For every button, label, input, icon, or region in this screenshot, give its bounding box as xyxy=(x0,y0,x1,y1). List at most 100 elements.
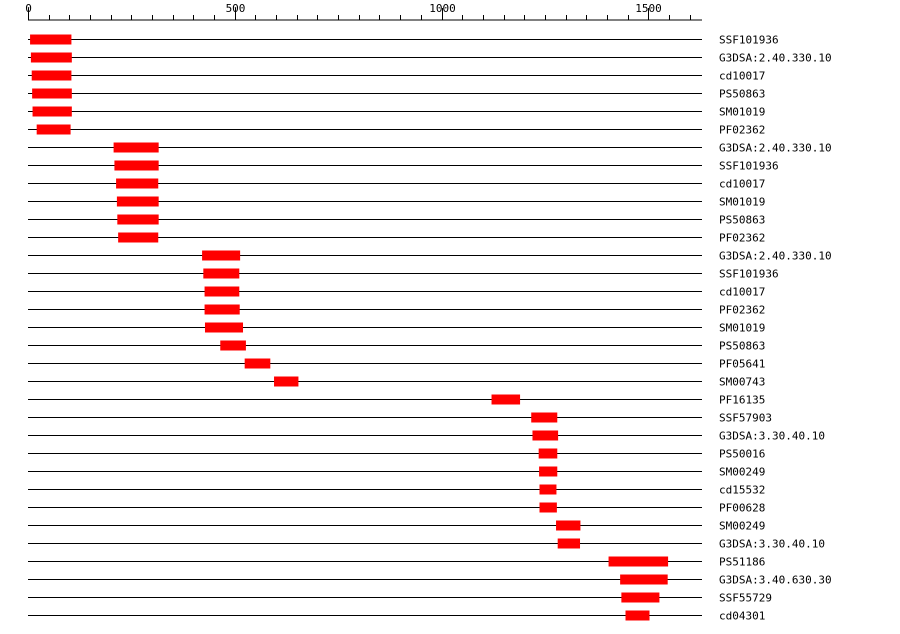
row-label: PF02362 xyxy=(719,232,765,245)
domain-bar xyxy=(608,556,669,567)
domain-bar xyxy=(538,448,558,459)
row-label: G3DSA:3.30.40.10 xyxy=(719,538,825,551)
domain-row: G3DSA:3.40.630.30 xyxy=(28,574,832,587)
domain-row: PF02362 xyxy=(28,304,765,317)
domain-bar xyxy=(36,124,71,135)
row-label: cd10017 xyxy=(719,286,765,299)
domain-bar xyxy=(539,502,557,513)
domain-bar xyxy=(539,466,558,477)
row-label: PF02362 xyxy=(719,304,765,317)
domain-row: G3DSA:3.30.40.10 xyxy=(28,538,825,551)
domain-bar xyxy=(202,250,241,261)
domain-bar xyxy=(531,412,558,423)
row-label: G3DSA:2.40.330.10 xyxy=(719,142,832,155)
domain-bar xyxy=(220,340,246,351)
domain-bar xyxy=(31,70,72,81)
row-label: cd15532 xyxy=(719,484,765,497)
domain-row: SM01019 xyxy=(28,322,765,335)
domain-bar xyxy=(116,196,159,207)
row-label: cd10017 xyxy=(719,70,765,83)
domain-row: PS51186 xyxy=(28,556,765,569)
domain-bar xyxy=(532,430,559,441)
domain-row: SM01019 xyxy=(28,106,765,119)
row-label: PF00628 xyxy=(719,502,765,515)
domain-row: PS50863 xyxy=(28,88,765,101)
domain-bar xyxy=(621,592,660,603)
axis-tick-label: 1500 xyxy=(635,2,662,15)
domain-row: SSF55729 xyxy=(28,592,772,605)
domain-row: G3DSA:3.30.40.10 xyxy=(28,430,825,443)
domain-row: SSF101936 xyxy=(28,34,779,47)
domain-bar xyxy=(204,286,240,297)
domain-row: SSF57903 xyxy=(28,412,772,425)
row-label: G3DSA:3.40.630.30 xyxy=(719,574,832,587)
domain-bar xyxy=(557,538,581,549)
domain-row: PF00628 xyxy=(28,502,765,515)
domain-row: SM00743 xyxy=(28,376,765,389)
domain-row: PF16135 xyxy=(28,394,765,407)
row-label: SSF57903 xyxy=(719,412,772,425)
domain-bar xyxy=(244,358,271,369)
domain-row: PF05641 xyxy=(28,358,765,371)
domain-row: PF02362 xyxy=(28,124,765,137)
domain-bar xyxy=(620,574,668,585)
domain-bar xyxy=(32,88,72,99)
row-label: SM01019 xyxy=(719,196,765,209)
row-label: PS51186 xyxy=(719,556,765,569)
domain-row: G3DSA:2.40.330.10 xyxy=(28,142,832,155)
domain-bar xyxy=(204,304,240,315)
domain-bar xyxy=(491,394,521,405)
row-label: SM00743 xyxy=(719,376,765,389)
row-label: SSF55729 xyxy=(719,592,772,605)
domain-row: cd10017 xyxy=(28,178,765,191)
row-label: cd10017 xyxy=(719,178,765,191)
row-label: SM01019 xyxy=(719,322,765,335)
domain-bar xyxy=(556,520,581,531)
row-label: G3DSA:2.40.330.10 xyxy=(719,52,832,65)
domain-row: PS50016 xyxy=(28,448,765,461)
row-label: G3DSA:2.40.330.10 xyxy=(719,250,832,263)
domain-row: PS50863 xyxy=(28,340,765,353)
domain-row: G3DSA:2.40.330.10 xyxy=(28,250,832,263)
domain-row: cd15532 xyxy=(28,484,765,497)
domain-bar xyxy=(204,322,244,333)
row-label: PS50016 xyxy=(719,448,765,461)
row-label: SSF101936 xyxy=(719,160,779,173)
domain-bar xyxy=(539,484,557,495)
row-label: G3DSA:3.30.40.10 xyxy=(719,430,825,443)
domain-row: cd04301 xyxy=(28,610,765,623)
domain-bar xyxy=(30,52,72,63)
row-label: SSF101936 xyxy=(719,34,779,47)
row-label: PF16135 xyxy=(719,394,765,407)
domain-row: G3DSA:2.40.330.10 xyxy=(28,52,832,65)
row-label: SM01019 xyxy=(719,106,765,119)
domain-row: SSF101936 xyxy=(28,268,779,281)
domain-row: SM01019 xyxy=(28,196,765,209)
domain-row: SSF101936 xyxy=(28,160,779,173)
domain-bar xyxy=(625,610,650,621)
domain-row: PS50863 xyxy=(28,214,765,227)
axis-tick-label: 1000 xyxy=(429,2,456,15)
row-label: PF02362 xyxy=(719,124,765,137)
row-label: PS50863 xyxy=(719,214,765,227)
domain-row: cd10017 xyxy=(28,286,765,299)
domain-bar xyxy=(117,214,159,225)
axis-tick-label: 0 xyxy=(25,2,32,15)
row-label: SM00249 xyxy=(719,466,765,479)
domain-bar xyxy=(114,160,159,171)
row-label: cd04301 xyxy=(719,610,765,623)
row-label: PS50863 xyxy=(719,340,765,353)
domain-bar xyxy=(274,376,299,387)
domain-row: cd10017 xyxy=(28,70,765,83)
domain-bar xyxy=(113,142,159,153)
domain-rows: SSF101936 G3DSA:2.40.330.10 cd10017 PS50863… xyxy=(28,34,832,623)
domain-bar xyxy=(118,232,159,243)
domain-row: SM00249 xyxy=(28,466,765,479)
row-label: PS50863 xyxy=(719,88,765,101)
row-label: PF05641 xyxy=(719,358,765,371)
axis-tick-label: 500 xyxy=(226,2,246,15)
domain-bar xyxy=(116,178,159,189)
position-axis: 0 500 1000 1500 xyxy=(25,2,702,21)
domain-bar xyxy=(32,106,72,117)
